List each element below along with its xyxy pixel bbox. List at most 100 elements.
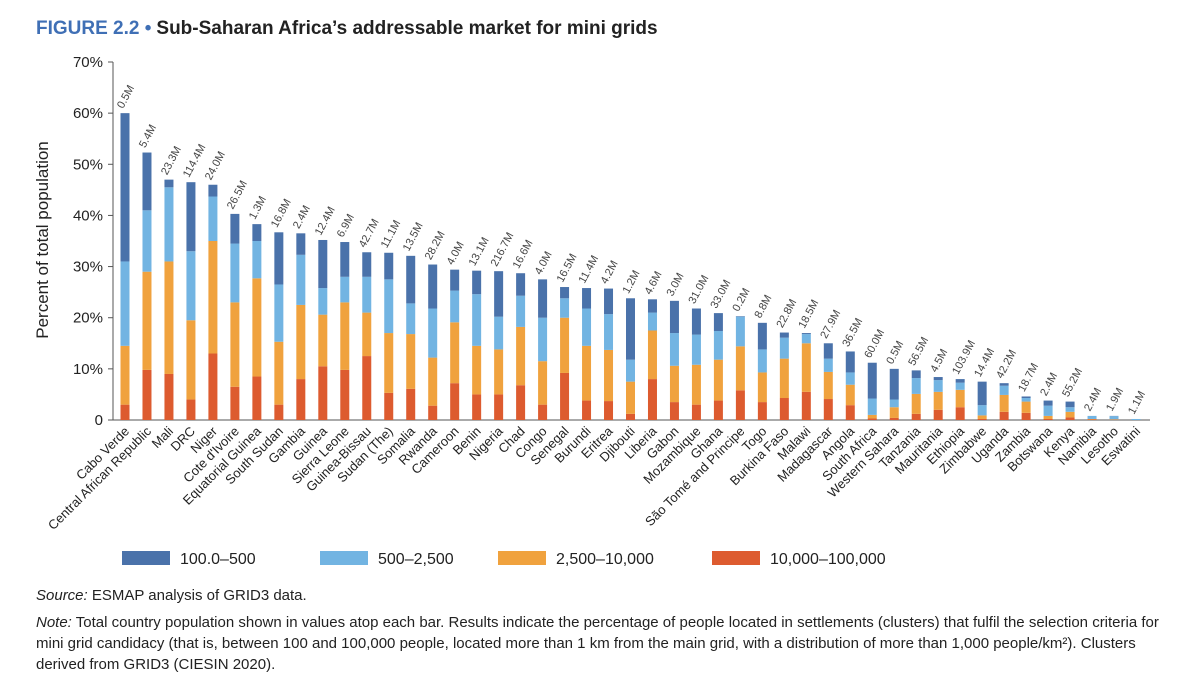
- bar-segment: [538, 361, 548, 405]
- bar-segment: [538, 317, 548, 362]
- bar-segment: [735, 316, 745, 317]
- notes: Source: ESMAP analysis of GRID3 data. No…: [36, 585, 1166, 681]
- population-label: 8.8M: [752, 293, 774, 320]
- bar-segment: [933, 409, 943, 420]
- bar-segment: [318, 366, 328, 420]
- legend-label: 2,500–10,000: [556, 551, 654, 568]
- bar-segment: [1021, 401, 1031, 413]
- source: Source: ESMAP analysis of GRID3 data.: [36, 585, 1166, 606]
- population-label: 1.2M: [621, 268, 643, 295]
- bar-segment: [977, 418, 987, 420]
- bar-segment: [1131, 418, 1141, 420]
- population-label: 0.2M: [730, 286, 752, 313]
- bar-segment: [208, 184, 218, 197]
- bar-segment: [472, 394, 482, 420]
- bar-segment: [1087, 418, 1097, 420]
- bar-segment: [318, 239, 328, 289]
- population-label: 28.2M: [423, 229, 448, 262]
- bar-segment: [164, 179, 174, 188]
- bar-segment: [582, 345, 592, 401]
- population-label: 3.0M: [665, 271, 687, 298]
- bar-segment: [626, 413, 635, 420]
- bar-segment: [823, 399, 833, 420]
- bar-segment: [626, 359, 635, 382]
- bar-segment: [757, 402, 767, 420]
- population-label: 4.0M: [533, 250, 555, 277]
- bar-segment: [889, 407, 899, 418]
- population-label: 14.4M: [972, 346, 997, 379]
- bar-segment: [713, 400, 723, 420]
- bar-segment: [999, 385, 1009, 395]
- bar-segment: [867, 418, 877, 420]
- bar-segment: [801, 333, 811, 335]
- bar-segment: [1109, 416, 1119, 420]
- bar-segment: [626, 298, 635, 360]
- chart: FIGURE 2.2 • Sub-Saharan Africa’s address…: [33, 18, 1150, 568]
- bar-segment: [1087, 419, 1097, 420]
- bar-segment: [1021, 398, 1031, 402]
- population-label: 1.3M: [247, 194, 269, 221]
- source-label: Source:: [36, 587, 88, 604]
- bar-segment: [516, 385, 526, 420]
- bar-segment: [955, 407, 965, 420]
- bar-segment: [164, 187, 174, 262]
- bar-segment: [186, 320, 196, 400]
- bar-segment: [406, 334, 416, 389]
- bar-segment: [977, 415, 987, 419]
- bar-segment: [384, 252, 394, 280]
- population-label: 55.2M: [1060, 366, 1085, 399]
- bar-segment: [779, 398, 789, 420]
- note: Note: Total country population shown in …: [36, 612, 1166, 675]
- legend-label: 100.0–500: [180, 551, 256, 568]
- bar-segment: [735, 390, 745, 420]
- chart-title: FIGURE 2.2 • Sub-Saharan Africa’s address…: [36, 18, 658, 39]
- bar-segment: [362, 252, 372, 277]
- bar-segment: [801, 391, 811, 420]
- bar-segment: [560, 372, 570, 420]
- bar-segment: [889, 399, 899, 408]
- bar-segment: [560, 317, 570, 373]
- legend-swatch: [122, 551, 170, 565]
- population-label: 2.4M: [1038, 371, 1060, 398]
- bar-segment: [977, 381, 987, 406]
- bar-segment: [999, 411, 1009, 420]
- bar-segment: [428, 308, 438, 358]
- y-tick-label: 10%: [73, 361, 103, 378]
- bar-segment: [406, 388, 416, 420]
- bar-segment: [669, 333, 679, 366]
- bar-segment: [340, 242, 350, 277]
- bar-segment: [120, 404, 130, 420]
- bar-segment: [1087, 415, 1097, 419]
- bar-segment: [1109, 419, 1119, 420]
- bar-segment: [120, 113, 130, 262]
- population-label: 24.0M: [203, 150, 228, 183]
- bar-segment: [296, 254, 306, 305]
- bar-segment: [801, 334, 811, 344]
- bar-segment: [779, 337, 789, 359]
- bar-segment: [1065, 401, 1075, 408]
- bar-segment: [691, 364, 701, 405]
- bar-segment: [845, 372, 855, 385]
- bar-segment: [186, 251, 196, 321]
- bar-segment: [999, 383, 1009, 386]
- bar-segment: [450, 290, 460, 323]
- legend-label: 500–2,500: [378, 551, 454, 568]
- bar-segment: [450, 322, 460, 384]
- bar-segment: [384, 279, 394, 334]
- bar-segment: [1065, 411, 1075, 418]
- legend-swatch: [320, 551, 368, 565]
- bar-segment: [142, 152, 152, 211]
- bar-segment: [955, 382, 965, 390]
- bar-segment: [757, 322, 767, 350]
- bar-segment: [384, 392, 394, 420]
- bar-segment: [779, 332, 789, 338]
- bar-segment: [274, 232, 284, 285]
- bar-segment: [252, 278, 262, 377]
- y-axis-label: Percent of total population: [33, 141, 52, 339]
- population-label: 36.5M: [840, 316, 865, 349]
- bar-segment: [933, 377, 943, 381]
- bar-segment: [274, 404, 284, 420]
- bar-segment: [647, 312, 657, 331]
